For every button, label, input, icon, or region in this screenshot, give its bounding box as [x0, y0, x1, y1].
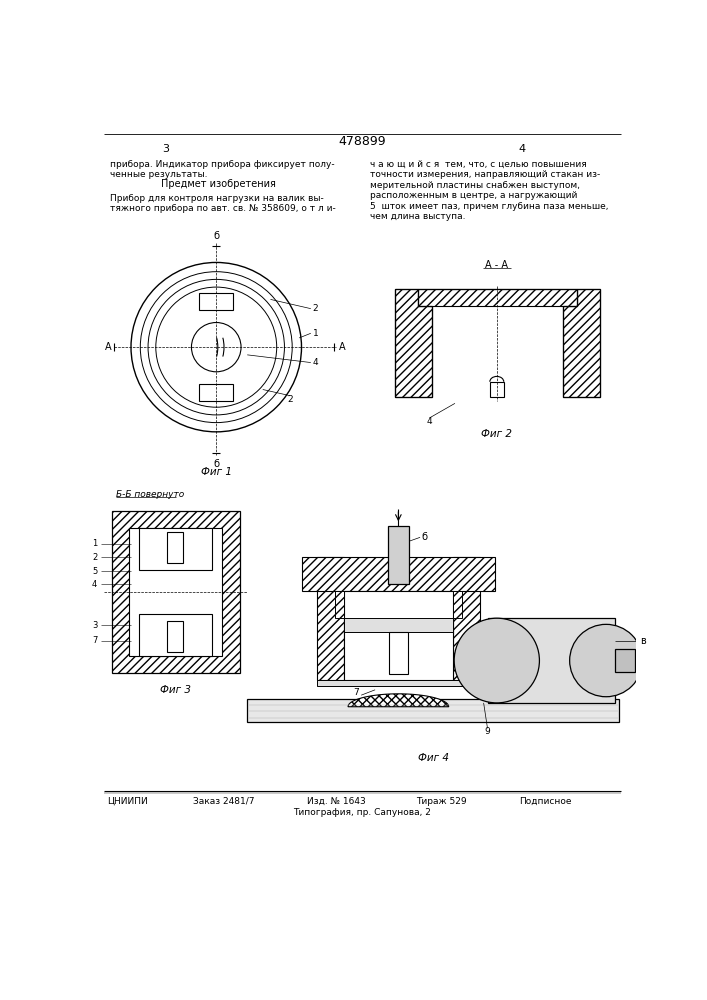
Text: Предмет изобретения: Предмет изобретения [161, 179, 276, 189]
Text: Фиг 4: Фиг 4 [418, 753, 449, 763]
Bar [317, 680, 480, 686]
Polygon shape [395, 289, 432, 397]
Text: 4: 4 [312, 358, 318, 367]
Text: 2: 2 [92, 553, 97, 562]
Text: 3: 3 [92, 621, 98, 630]
Text: 1: 1 [312, 329, 318, 338]
Text: Заказ 2481/7: Заказ 2481/7 [193, 797, 255, 806]
Text: 7: 7 [353, 688, 358, 697]
Text: 3: 3 [163, 144, 170, 154]
Text: 9: 9 [484, 727, 491, 736]
Bar [199, 384, 233, 401]
Bar [247, 699, 619, 722]
Bar [168, 621, 183, 652]
Text: ЦНИИПИ: ЦНИИПИ [107, 797, 148, 806]
Text: А: А [339, 342, 345, 352]
Text: в: в [640, 636, 645, 646]
Bar [488, 618, 615, 703]
Text: ч а ю щ и й с я  тем, что, с целью повышения
точности измерения, направляющий ст: ч а ю щ и й с я тем, что, с целью повыше… [370, 160, 608, 221]
Bar [615, 649, 635, 672]
Text: Подписное: Подписное [520, 797, 572, 806]
Bar [344, 591, 452, 680]
Text: 2: 2 [287, 395, 293, 404]
Polygon shape [563, 289, 600, 397]
Text: 5: 5 [92, 567, 97, 576]
Text: 7: 7 [92, 636, 98, 645]
Polygon shape [348, 694, 449, 707]
Text: Изд. № 1643: Изд. № 1643 [307, 797, 366, 806]
Text: 4: 4 [426, 417, 432, 426]
Bar [490, 382, 504, 397]
Circle shape [454, 618, 539, 703]
Text: 4: 4 [92, 580, 97, 589]
Text: Б-Б повернуто: Б-Б повернуто [115, 490, 184, 499]
Bar [112, 511, 240, 673]
Bar [168, 532, 183, 563]
Text: 2: 2 [312, 304, 318, 313]
Circle shape [570, 624, 643, 697]
Text: б: б [214, 459, 219, 469]
Bar [129, 528, 223, 656]
Bar [199, 293, 233, 310]
Text: Фиг 2: Фиг 2 [481, 429, 513, 439]
Polygon shape [418, 289, 577, 306]
Text: 4: 4 [519, 144, 526, 154]
Text: Фиг 3: Фиг 3 [160, 685, 191, 695]
Bar [452, 591, 462, 618]
Text: 1: 1 [92, 539, 97, 548]
Text: 478899: 478899 [338, 135, 386, 148]
Bar [387, 526, 409, 584]
Bar [139, 528, 212, 570]
Text: Типография, пр. Сапунова, 2: Типография, пр. Сапунова, 2 [293, 808, 431, 817]
Bar [452, 557, 480, 680]
Bar [317, 557, 344, 680]
Bar [389, 632, 409, 674]
Text: А - А: А - А [485, 260, 508, 270]
Text: Прибор для контроля нагрузки на валик вы-
тяжного прибора по авт. св. № 358609, : Прибор для контроля нагрузки на валик вы… [110, 194, 336, 213]
Text: А: А [105, 342, 111, 352]
Bar [301, 557, 495, 591]
Text: б: б [214, 231, 219, 241]
Bar [139, 614, 212, 656]
Text: Тираж 529: Тираж 529 [416, 797, 467, 806]
Bar [344, 618, 452, 632]
Text: прибора. Индикатор прибора фиксирует полу-
ченные результаты.: прибора. Индикатор прибора фиксирует пол… [110, 160, 334, 179]
Bar [335, 591, 344, 618]
Text: б: б [421, 532, 428, 542]
Text: Фиг 1: Фиг 1 [201, 467, 232, 477]
